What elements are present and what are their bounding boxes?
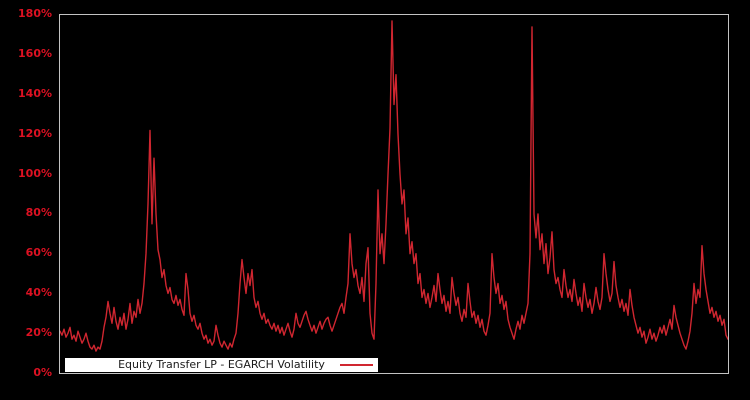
y-tick-label: 160%	[18, 46, 52, 60]
legend-label: Equity Transfer LP - EGARCH Volatility	[118, 358, 325, 371]
plot-area: Equity Transfer LP - EGARCH Volatility	[59, 14, 729, 374]
y-tick-label: 0%	[33, 366, 52, 379]
y-tick-label: 100%	[18, 166, 52, 180]
y-tick-label: 80%	[25, 206, 52, 220]
legend-line-sample	[340, 364, 373, 366]
y-tick-label: 120%	[18, 126, 52, 140]
legend: Equity Transfer LP - EGARCH Volatility	[65, 358, 378, 372]
volatility-line	[60, 20, 728, 352]
volatility-line-chart	[60, 20, 728, 352]
y-tick-label: 140%	[18, 86, 52, 100]
y-tick-label: 60%	[25, 246, 52, 260]
y-tick-label: 180%	[18, 7, 52, 20]
y-tick-label: 20%	[25, 326, 52, 340]
y-tick-label: 40%	[25, 286, 52, 300]
